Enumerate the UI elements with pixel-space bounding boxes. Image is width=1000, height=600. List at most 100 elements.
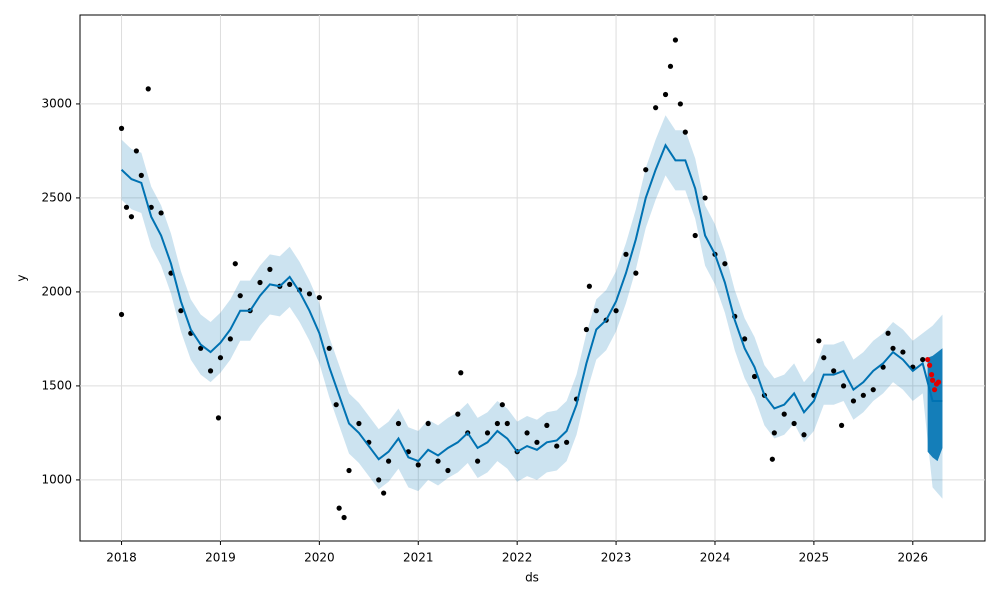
observed-point [742,336,748,342]
observed-point [257,279,263,286]
x-tick-label: 2025 [799,551,830,565]
observed-point [341,514,347,521]
y-tick-label: 1000 [41,472,72,486]
recent-point [929,377,936,383]
observed-point [381,490,387,496]
observed-point [458,370,464,376]
observed-point [499,402,505,408]
observed-point [333,402,339,408]
observed-point [215,415,222,421]
observed-point [133,148,139,154]
observed-point [838,422,845,428]
observed-point [593,308,599,314]
observed-point [890,345,896,351]
observed-point [791,420,797,427]
observed-point [534,439,540,445]
observed-point [662,91,669,98]
observed-point [178,308,184,314]
x-tick-label: 2022 [502,551,533,565]
x-tick-label: 2018 [106,551,137,565]
observed-point [769,456,775,462]
observed-point [494,420,500,427]
observed-point [158,210,164,216]
y-axis-label: y [15,274,29,281]
uncertainty-band [121,115,943,499]
observed-point [198,345,204,351]
observed-point [148,204,154,210]
observed-point [232,261,238,267]
observed-point [395,420,402,427]
observed-point [586,283,592,289]
observed-point [816,338,822,344]
observed-point [870,387,876,393]
recent-point [935,379,942,385]
y-tick-label: 1500 [41,378,72,392]
observed-point [653,105,659,111]
observed-point [356,420,362,427]
observed-point [128,214,135,220]
observed-point [138,172,144,178]
x-axis-label: ds [525,571,539,585]
observed-point [306,291,313,297]
observed-point [801,432,807,438]
observed-point [667,63,674,69]
observed-point [346,467,352,474]
y-tick-label: 3000 [41,96,72,110]
observed-point [376,477,382,483]
observed-point [880,364,886,370]
observed-point [145,86,151,92]
observed-point [326,345,332,351]
observed-point [425,420,431,427]
observed-point [227,336,233,342]
recent-point [925,356,931,363]
x-tick-label: 2019 [205,551,236,565]
recent-point [928,372,935,378]
observed-point [415,462,421,468]
observed-point [781,411,787,417]
observed-point [455,411,461,417]
observed-point [900,349,906,355]
observed-point [475,458,481,464]
observed-point [217,355,224,361]
observed-point [564,439,570,445]
observed-point [445,467,451,474]
observed-point [751,373,758,380]
observed-point [821,355,827,361]
observed-point [123,204,130,210]
observed-point [237,293,243,299]
observed-point [504,420,510,427]
observed-point [692,232,698,239]
observed-point [385,458,392,464]
observed-point [287,281,293,287]
observed-point [524,430,530,436]
observed-point [435,458,441,464]
observed-point [840,383,847,389]
observed-point [633,270,639,276]
observed-point [118,311,125,318]
observed-point [885,330,891,336]
observed-point [722,261,728,267]
observed-point [677,101,683,107]
observed-point [118,125,125,131]
observed-point [267,266,273,272]
observed-point [771,430,777,436]
x-tick-label: 2023 [601,551,632,565]
recent-point [927,362,933,368]
observed-point [583,326,590,333]
forecast-line [120,143,943,463]
plot-frame [79,14,986,542]
observed-point [207,368,214,374]
x-tick-label: 2026 [898,551,929,565]
recent-point [931,387,938,393]
observed-point [484,430,491,436]
observed-point [672,37,679,43]
observed-point [920,356,926,363]
observed-point [831,368,837,374]
x-tick-label: 2020 [304,551,335,565]
observed-point [544,422,550,428]
y-tick-label: 2500 [41,190,72,204]
observed-point [682,129,688,135]
observed-point [860,392,866,398]
x-tick-label: 2024 [700,551,731,565]
